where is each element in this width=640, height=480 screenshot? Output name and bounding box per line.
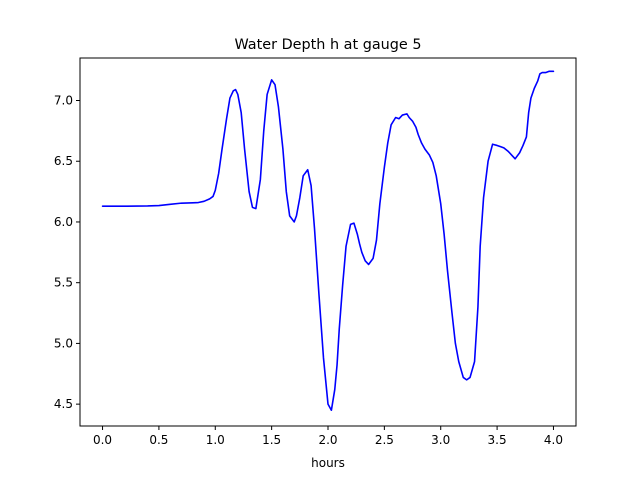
x-tick-label: 0.5 [149,433,168,447]
x-tick-label: 0.0 [93,433,112,447]
series-line [101,70,555,412]
y-tick-label: 4.5 [54,397,73,411]
x-tick-label: 2.5 [375,433,394,447]
axes-frame [79,57,577,427]
x-tick-label: 4.0 [544,433,563,447]
x-tick-label: 3.0 [431,433,450,447]
x-tick-label: 3.5 [488,433,507,447]
y-tick-label: 5.0 [54,336,73,350]
y-tick-label: 7.0 [54,94,73,108]
plot-area [101,70,555,412]
x-tick-label: 1.0 [206,433,225,447]
x-axis-label: hours [311,456,345,470]
chart-title: Water Depth h at gauge 5 [234,37,421,53]
y-tick-label: 5.5 [54,276,73,290]
x-axis: 0.0 0.5 1.0 1.5 2.0 2.5 3.0 3.5 4.0 [93,426,563,447]
x-tick-label: 2.0 [318,433,337,447]
y-tick-label: 6.5 [54,154,73,168]
y-tick-label: 6.0 [54,215,73,229]
x-tick-label: 1.5 [262,433,281,447]
y-axis: 4.5 5.0 5.5 6.0 6.5 7.0 [54,94,80,411]
